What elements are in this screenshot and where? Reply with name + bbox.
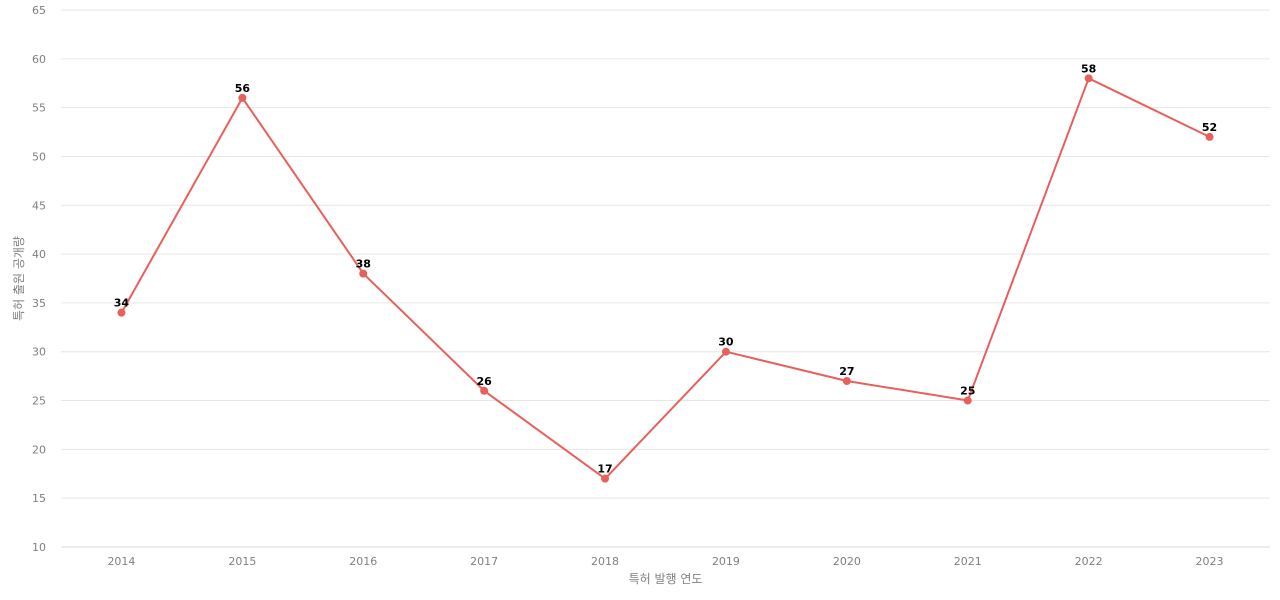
data-point: [238, 93, 247, 102]
data-label: 34: [114, 297, 130, 310]
y-tick-label: 55: [32, 102, 46, 115]
y-tick-label: 15: [32, 492, 46, 505]
x-tick-label: 2014: [107, 555, 135, 568]
series-line: [120, 76, 1210, 481]
y-axis-title: 특허 출원 공개량: [12, 236, 26, 321]
data-point: [359, 269, 368, 278]
data-point: [1205, 132, 1214, 141]
y-tick-label: 30: [32, 346, 46, 359]
data-label: 26: [476, 375, 492, 388]
data-label: 17: [597, 463, 612, 476]
data-label: 30: [718, 336, 734, 349]
x-tick-label: 2019: [712, 555, 740, 568]
x-tick-label: 2020: [833, 555, 861, 568]
x-tick-label: 2015: [228, 555, 256, 568]
y-tick-label: 25: [32, 395, 46, 408]
data-points: [117, 74, 1214, 483]
y-axis-ticks: 10 15 20 25 30 35 40 45 50 55 60 65: [32, 4, 46, 554]
data-label: 52: [1202, 121, 1217, 134]
x-tick-label: 2022: [1075, 555, 1103, 568]
data-point: [480, 386, 489, 395]
data-point: [117, 308, 126, 317]
data-point: [601, 474, 610, 483]
data-point: [963, 396, 972, 405]
data-point: [842, 377, 851, 386]
x-tick-label: 2018: [591, 555, 619, 568]
x-axis-ticks: 2014 2015 2016 2017 2018 2019 2020 2021 2022 2023: [107, 555, 1223, 568]
data-label: 27: [839, 365, 854, 378]
grid-lines: [61, 9, 1270, 499]
data-point: [1084, 74, 1093, 83]
x-tick-label: 2016: [349, 555, 377, 568]
data-point: [721, 347, 730, 356]
y-tick-label: 35: [32, 297, 46, 310]
y-tick-label: 50: [32, 150, 46, 163]
data-label: 38: [356, 258, 371, 271]
y-tick-label: 45: [32, 199, 46, 212]
x-tick-label: 2017: [470, 555, 498, 568]
y-tick-label: 20: [32, 443, 46, 456]
y-tick-label: 65: [32, 4, 46, 17]
y-tick-label: 40: [32, 248, 46, 261]
data-label: 56: [235, 82, 251, 95]
x-tick-label: 2023: [1196, 555, 1224, 568]
data-labels: 34 56 38 26 17 30 27 25 58 52: [114, 62, 1217, 475]
y-tick-label: 10: [32, 541, 46, 554]
data-label: 58: [1081, 62, 1096, 75]
data-label: 25: [960, 385, 975, 398]
x-tick-label: 2021: [954, 555, 982, 568]
y-tick-label: 60: [32, 53, 46, 66]
x-axis-title: 특허 발행 연도: [629, 571, 703, 586]
